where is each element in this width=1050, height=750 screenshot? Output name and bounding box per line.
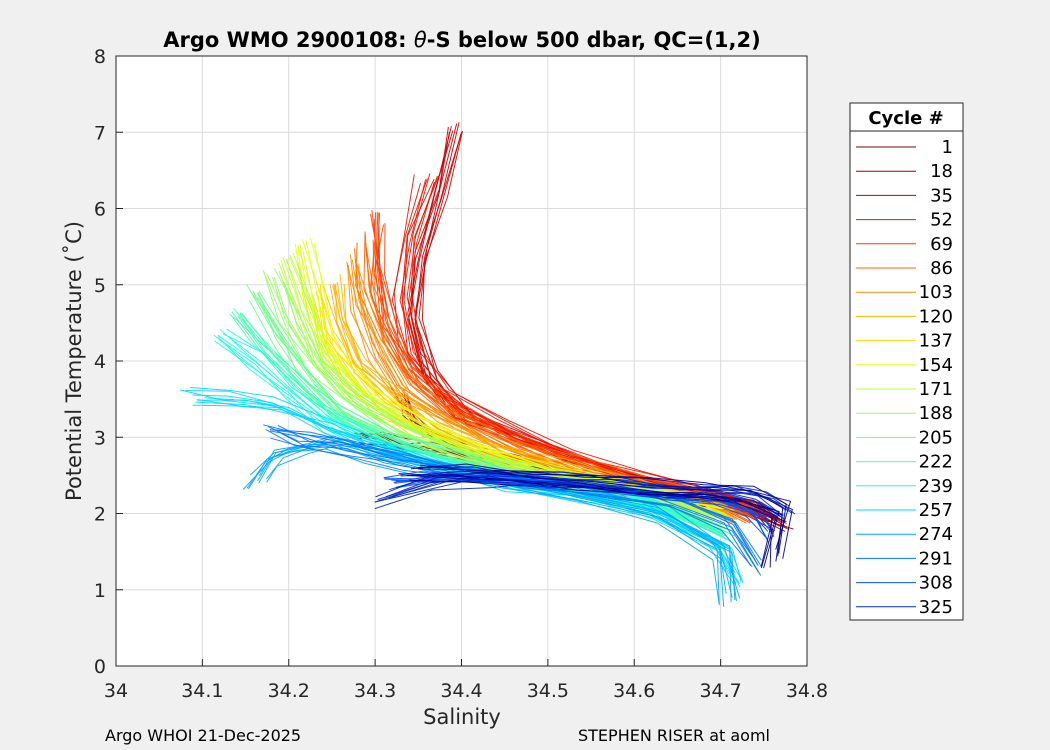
x-tick-label: 34.7 [699, 680, 741, 702]
legend-entry-label: 137 [919, 331, 953, 352]
profile-curves [180, 122, 796, 608]
legend-entry-label: 35 [930, 185, 953, 206]
y-tick-label: 0 [94, 656, 106, 678]
legend-entry-label: 274 [919, 524, 953, 545]
legend-entry-label: 222 [919, 452, 953, 473]
y-tick-label: 8 [94, 46, 106, 68]
profile-line [336, 281, 731, 512]
profile-line [417, 468, 787, 554]
legend-entry-label: 291 [919, 548, 953, 569]
legend-entry-label: 325 [919, 597, 953, 618]
legend-entry-label: 257 [919, 500, 953, 521]
y-tick-label: 4 [94, 351, 106, 373]
y-axis-label: Potential Temperature (˚C) [62, 221, 86, 501]
profile-line [247, 445, 725, 608]
x-tick-label: 34.3 [354, 680, 396, 702]
legend-title: Cycle # [868, 108, 943, 129]
legend-entry-label: 86 [930, 258, 953, 279]
legend-entry-label: 69 [930, 234, 953, 255]
footer-right: STEPHEN RISER at aoml [578, 726, 770, 745]
axis-ticks: 34 34.1 34.2 34.3 34.4 34.5 34.6 34.7 34.8012345… [94, 46, 828, 702]
y-tick-label: 7 [94, 122, 106, 144]
legend-entry-label: 171 [919, 379, 953, 400]
legend-entry-label: 120 [919, 306, 953, 327]
legend-entry-label: 239 [919, 476, 953, 497]
legend-entry-label: 18 [930, 161, 953, 182]
legend-entry-label: 205 [919, 427, 953, 448]
legend-entry-label: 188 [919, 403, 953, 424]
legend: Cycle # 1 18 35 52 69 86 103 120 137 154 171 188 205… [849, 102, 964, 621]
x-tick-label: 34.5 [527, 680, 569, 702]
legend-entry-label: 52 [930, 210, 953, 231]
footer-left: Argo WHOI 21-Dec-2025 [105, 726, 302, 745]
profile-line [240, 318, 731, 541]
x-axis-label: Salinity [423, 705, 501, 729]
profile-line [410, 463, 792, 550]
y-tick-label: 1 [94, 580, 106, 602]
x-tick-label: 34.8 [786, 680, 828, 702]
legend-entry-label: 1 [942, 137, 953, 158]
x-tick-label: 34.6 [613, 680, 655, 702]
profile-line [398, 473, 775, 567]
profile-line [363, 233, 748, 515]
y-tick-label: 3 [94, 427, 106, 449]
series-325b [398, 463, 793, 569]
x-tick-label: 34 [104, 680, 128, 702]
x-tick-label: 34.2 [268, 680, 310, 702]
y-tick-label: 2 [94, 504, 106, 526]
legend-entry-label: 154 [919, 355, 953, 376]
legend-entry-label: 308 [919, 573, 953, 594]
x-tick-label: 34.1 [181, 680, 223, 702]
x-tick-label: 34.4 [440, 680, 482, 702]
y-tick-label: 6 [94, 199, 106, 221]
profile-line [418, 466, 784, 557]
profile-line [410, 175, 770, 517]
y-tick-label: 5 [94, 275, 106, 297]
legend-entry-label: 103 [919, 282, 953, 303]
profile-line [377, 475, 781, 517]
chart-title: Argo WMO 2900108: θ-S below 500 dbar, QC… [163, 28, 760, 52]
profile-line [420, 464, 793, 559]
